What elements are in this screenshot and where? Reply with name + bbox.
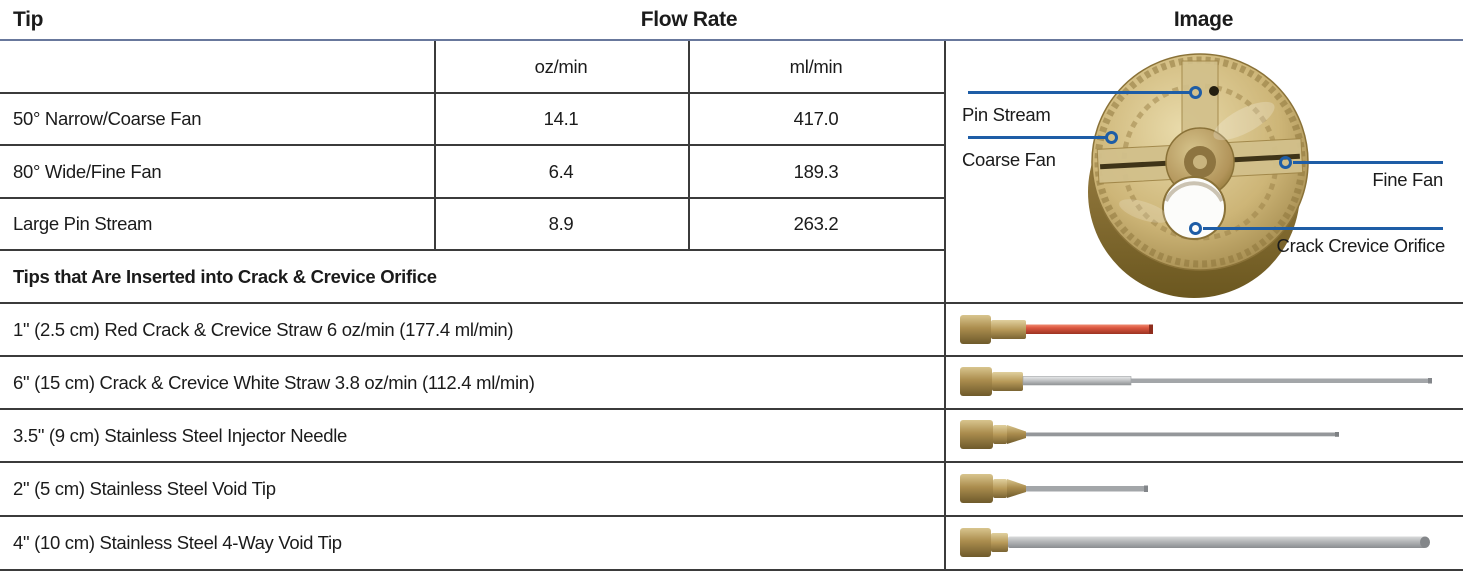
tip-cell: 4" (10 cm) Stainless Steel 4-Way Void Ti… xyxy=(13,532,342,553)
row-divider xyxy=(0,302,1463,304)
tip-cell: 2" (5 cm) Stainless Steel Void Tip xyxy=(13,478,276,499)
row-divider xyxy=(0,355,1463,357)
tip-cell: 1" (2.5 cm) Red Crack & Crevice Straw 6 … xyxy=(13,318,514,340)
fine-fan-callout-marker xyxy=(1279,156,1292,169)
section-header: Tips that Are Inserted into Crack & Crev… xyxy=(13,265,437,287)
crack-crevice-orifice-label: Crack Crevice Orifice xyxy=(1276,235,1446,256)
header-rule xyxy=(0,39,1463,41)
coarse-fan-callout-line xyxy=(968,136,1106,139)
oz-cell: 14.1 xyxy=(543,107,579,129)
ml-cell: 417.0 xyxy=(793,107,839,129)
coarse-fan-callout-marker xyxy=(1105,131,1118,144)
tip-cell: Large Pin Stream xyxy=(13,213,153,234)
row-divider xyxy=(0,197,944,199)
tip-cell: 3.5" (9 cm) Stainless Steel Injector Nee… xyxy=(13,424,348,446)
stainless-steel-4-way-void-tip-image xyxy=(960,528,1430,557)
pin-stream-callout-marker xyxy=(1189,86,1202,99)
ml-cell: 189.3 xyxy=(793,160,839,182)
crack-crevice-callout-marker xyxy=(1189,222,1202,235)
column-divider-tip-oz xyxy=(434,41,436,251)
tip-cell: 80° Wide/Fine Fan xyxy=(13,160,162,182)
coarse-fan-label: Coarse Fan xyxy=(962,149,1056,170)
column-header-tip: Tip xyxy=(13,8,44,31)
subcolumn-header-oz: oz/min xyxy=(534,55,588,77)
fine-fan-callout-line xyxy=(1293,161,1443,164)
row-divider xyxy=(0,408,1463,410)
stainless-steel-void-tip-image xyxy=(960,474,1148,503)
oz-cell: 6.4 xyxy=(548,160,574,182)
row-divider xyxy=(0,249,944,251)
row-divider xyxy=(0,515,1463,517)
subcolumn-header-ml: ml/min xyxy=(789,55,843,77)
column-header-flow-rate: Flow Rate xyxy=(640,8,738,31)
row-divider xyxy=(0,461,1463,463)
table-bottom-border xyxy=(0,569,1463,571)
tip-cell: 6" (15 cm) Crack & Crevice White Straw 3… xyxy=(13,371,535,393)
red-crack-crevice-straw-image xyxy=(960,315,1153,344)
row-divider xyxy=(0,144,944,146)
pin-stream-label: Pin Stream xyxy=(962,104,1051,125)
row-divider xyxy=(0,92,944,94)
column-header-image: Image xyxy=(1173,8,1234,31)
tip-cell: 50° Narrow/Coarse Fan xyxy=(13,107,202,129)
white-crack-crevice-straw-image xyxy=(960,367,1432,396)
crack-crevice-callout-line xyxy=(1203,227,1443,230)
pin-stream-callout-line xyxy=(968,91,1190,94)
ml-cell: 263.2 xyxy=(793,213,839,234)
oz-cell: 8.9 xyxy=(548,213,574,234)
column-divider-oz-ml xyxy=(688,41,690,251)
fine-fan-label: Fine Fan xyxy=(1372,169,1443,190)
column-divider-image xyxy=(944,41,946,571)
stainless-steel-injector-needle-image xyxy=(960,420,1339,449)
